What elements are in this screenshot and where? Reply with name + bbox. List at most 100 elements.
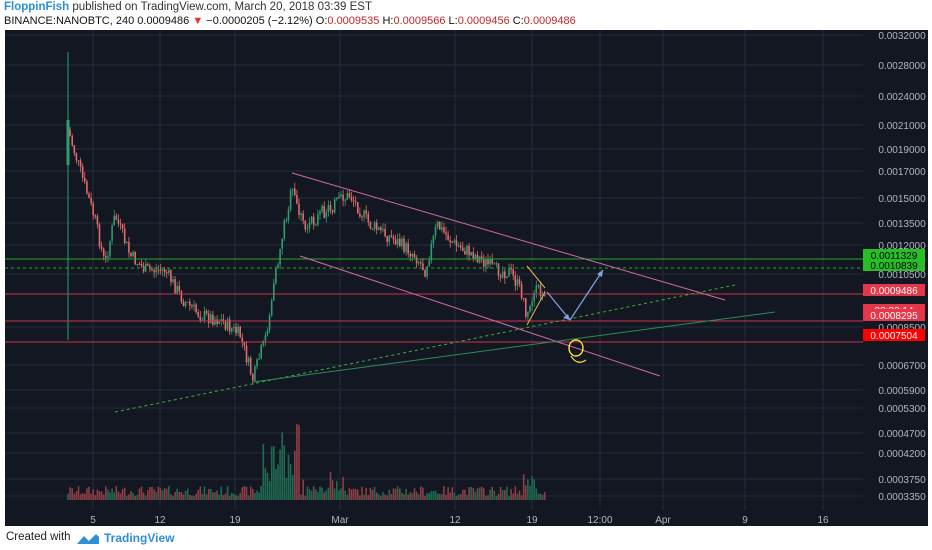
volume-bar <box>424 495 426 500</box>
volume-bar <box>512 493 514 500</box>
candle <box>336 197 338 200</box>
volume-bar <box>352 488 355 500</box>
price-tick-label: 0.0010500 <box>878 270 926 281</box>
tradingview-brand[interactable]: TradingView <box>104 531 175 545</box>
candle <box>539 285 542 297</box>
candle <box>298 203 300 215</box>
volume-bar <box>365 487 367 500</box>
open-label: O: <box>315 15 328 27</box>
publish-info: published on TradingView.com, March 20, … <box>72 1 372 13</box>
author-link[interactable]: FloppinFish <box>4 1 70 13</box>
volume-bar <box>126 495 128 500</box>
candle <box>216 319 218 324</box>
volume-bar <box>405 488 407 500</box>
volume-bar <box>348 488 351 500</box>
candle <box>325 212 328 218</box>
volume-bar <box>436 493 439 500</box>
candle <box>119 223 122 225</box>
volume-bar <box>432 491 435 500</box>
volume-bar <box>388 489 391 500</box>
candle <box>441 227 443 230</box>
volume-bar <box>287 454 290 500</box>
volume-bar <box>191 495 193 500</box>
candle <box>218 321 220 324</box>
candle <box>184 302 187 306</box>
volume-bar <box>237 495 239 500</box>
volume-bar <box>499 486 502 500</box>
volume-bar <box>111 488 113 500</box>
candle <box>346 193 349 200</box>
time-tick-label: Apr <box>655 515 671 526</box>
projection-arrow <box>546 269 604 322</box>
volume-bar <box>394 488 397 500</box>
candle <box>476 254 479 263</box>
volume-bar <box>205 494 208 500</box>
candle <box>480 256 483 260</box>
volume-bar <box>392 488 395 500</box>
volume-bar <box>336 480 338 500</box>
trendline-dashed <box>114 284 736 413</box>
volume-bar <box>447 487 449 500</box>
candle <box>413 253 416 258</box>
volume-bar <box>453 492 456 500</box>
candle <box>333 199 336 213</box>
candle <box>86 181 88 194</box>
volume-bar <box>401 492 403 500</box>
candle <box>186 301 189 303</box>
candle <box>497 263 500 276</box>
price-axis-bg <box>863 30 928 526</box>
candle <box>275 268 277 284</box>
candle <box>382 228 384 231</box>
candle <box>69 129 71 137</box>
candle <box>371 228 374 230</box>
volume-bar <box>361 486 363 500</box>
chart-area[interactable]: 0.0032000 0.0028000 0.0024000 0.0021000 0.00… <box>5 30 928 526</box>
candle <box>495 263 498 265</box>
volume-bar <box>273 446 275 500</box>
low-value: 0.0009456 <box>457 15 510 27</box>
candle <box>504 271 506 279</box>
candle <box>323 205 325 218</box>
volume-bar <box>77 486 80 500</box>
candle <box>231 328 233 332</box>
price-tick-label: 0.0028000 <box>878 61 926 72</box>
candle <box>499 275 502 278</box>
volume-bar <box>340 488 342 500</box>
time-tick-label: 12:00 <box>587 515 612 526</box>
volume-bar <box>455 495 458 500</box>
volume-bar <box>357 489 359 500</box>
candle <box>468 245 470 256</box>
trendline-solid <box>252 311 776 383</box>
volume-bar <box>285 477 288 500</box>
candle <box>405 243 407 252</box>
volume-bar <box>109 492 111 500</box>
volume-bar <box>491 486 493 500</box>
candle <box>443 227 445 233</box>
price-tick-label: 0.0024000 <box>878 92 926 103</box>
candle <box>315 224 317 226</box>
price-tick-label: 0.0017000 <box>878 167 926 178</box>
price-tick-label: 0.0008500 <box>878 323 926 334</box>
volume-bar <box>438 493 441 500</box>
volume-bar <box>247 495 250 500</box>
volume-bar <box>270 446 273 500</box>
volume-bar <box>94 495 97 500</box>
volume-bar <box>489 489 491 500</box>
volume-bar <box>525 485 527 500</box>
volume-bar <box>531 475 533 500</box>
chart-header: FloppinFish published on TradingView.com… <box>0 0 932 30</box>
volume-bar <box>462 489 464 500</box>
volume-bar <box>107 489 109 500</box>
volume-bar <box>331 480 334 500</box>
volume-bar <box>157 486 160 500</box>
close-value: 0.0009486 <box>523 15 576 27</box>
candle <box>88 193 90 198</box>
candle <box>115 215 118 220</box>
volume-bar <box>151 487 153 500</box>
volume-bar <box>189 494 191 500</box>
volume-bar <box>518 490 521 500</box>
candle <box>394 239 397 245</box>
candle <box>197 312 199 317</box>
price-chart[interactable]: 0.0032000 0.0028000 0.0024000 0.0021000 0.00… <box>5 30 928 526</box>
candle <box>380 227 382 231</box>
